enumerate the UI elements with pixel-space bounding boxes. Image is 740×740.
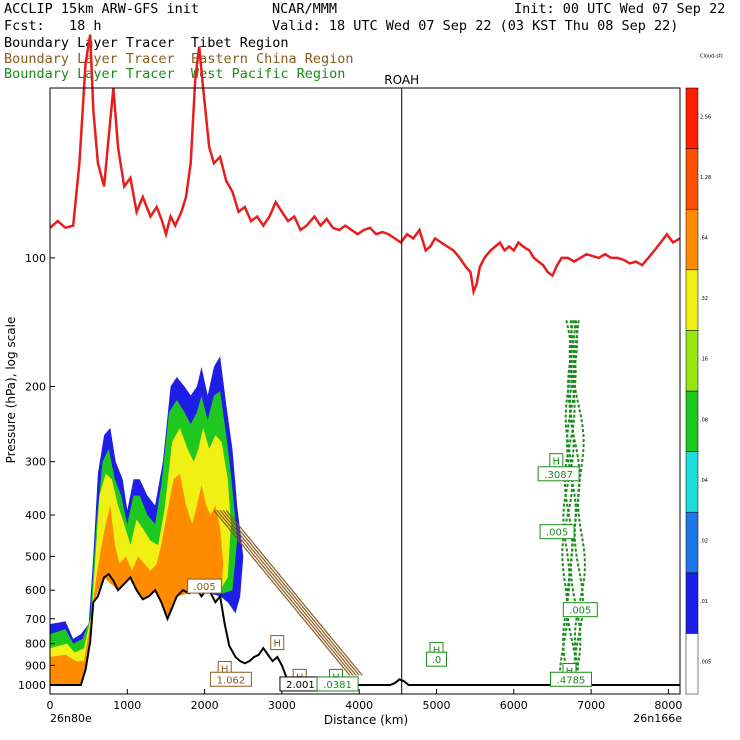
colorbar-swatch	[685, 511, 699, 574]
x-tick-label: 4000	[345, 699, 373, 712]
org-label: NCAR/MMM	[272, 1, 338, 17]
contour-label: .005	[569, 606, 591, 617]
x-end-label: 26n166e	[633, 712, 682, 725]
colorbar-swatch	[685, 633, 699, 695]
x-tick-label: 6000	[500, 699, 528, 712]
contour-label: .3087	[544, 470, 573, 481]
x-tick-label: 3000	[268, 699, 296, 712]
colorbar-swatch	[685, 330, 699, 392]
colorbar-label: .16	[700, 357, 708, 363]
contour-label: 1.062	[217, 675, 246, 686]
colorbar-swatch	[685, 269, 699, 331]
x-tick-label: 1000	[113, 699, 141, 712]
colorbar: .005 .01 .02 .04 .08 .16 .32 .64 1.28 2.56 Cloud-s…	[685, 54, 723, 695]
contour-brown-0	[213, 509, 351, 676]
init-time: Init: 00 UTC Wed 07 Sep 22	[514, 1, 726, 17]
y-tick-label: 900	[25, 659, 46, 672]
x-axis-title: Distance (km)	[324, 713, 408, 727]
colorbar-swatch	[685, 208, 699, 271]
colorbar-swatch	[685, 390, 699, 452]
x-tick-label: 2000	[191, 699, 219, 712]
y-tick-label: 200	[25, 380, 46, 393]
contour-label-box	[537, 466, 580, 482]
contour-brown-1	[216, 509, 354, 676]
contour-brown-4	[225, 509, 363, 676]
colorbar-label: 1.28	[700, 175, 711, 181]
contour-labels: .005H1.062HH2.001H.0381H.0H.3087.005.005…	[187, 453, 598, 692]
contour-label: .4785	[557, 675, 586, 686]
contour-label: .0381	[323, 680, 352, 691]
x-tick-label: 0	[47, 699, 54, 712]
colorbar-label: .005	[700, 660, 711, 666]
colorbar-label: .02	[700, 539, 708, 545]
contour-label-box	[209, 671, 252, 687]
legend-eastern-china: Boundary Layer Tracer Eastern China Regi…	[4, 51, 354, 67]
legend-west-pacific: Boundary Layer Tracer West Pacific Regio…	[4, 66, 346, 82]
colorbar-label: .04	[700, 478, 708, 484]
y-axis-title: Pressure (hPa), log scale	[4, 317, 18, 464]
contour-label: H	[433, 645, 441, 656]
x-tick-label: 7000	[577, 699, 605, 712]
contour-label: H	[221, 664, 229, 675]
contour-label: H	[273, 639, 281, 650]
x-tick-label: 8000	[654, 699, 682, 712]
contour-label-box	[562, 602, 598, 618]
colorbar-label: 2.56	[700, 114, 711, 120]
shading-level-3	[50, 473, 224, 685]
contour-label-box	[187, 578, 223, 594]
y-tick-label: 500	[25, 550, 46, 563]
y-tick-label: 400	[25, 509, 46, 522]
tropopause-line	[49, 34, 681, 297]
contour-label-box	[550, 671, 593, 687]
contour-label: .005	[193, 582, 215, 593]
tracer-shading	[50, 356, 244, 685]
contour-label-box	[426, 651, 448, 667]
x-start-label: 26n80e	[50, 712, 92, 725]
colorbar-label: Cloud-sfc	[700, 54, 723, 60]
plot-frame	[49, 87, 681, 695]
y-axis-ticks: 100 200 300 400 500 600 700 800 900 1000	[18, 252, 55, 692]
x-axis-ticks: 0 1000 2000 3000 4000 5000 6000 7000 8000	[47, 689, 682, 712]
forecast-hour: Fcst: 18 h	[4, 18, 102, 34]
shading-level-2	[50, 427, 231, 685]
contour-label: 2.001	[286, 680, 315, 691]
colorbar-swatch	[685, 148, 699, 210]
contour-label-box	[270, 635, 285, 651]
contour-label: .005	[546, 528, 568, 539]
y-tick-label: 800	[25, 638, 46, 651]
colorbar-label: .08	[700, 417, 708, 423]
x-tick-label: 5000	[423, 699, 451, 712]
contour-brown-2	[219, 509, 357, 676]
tracer-contours	[213, 320, 586, 676]
legend-tibet: Boundary Layer Tracer Tibet Region	[4, 35, 289, 51]
valid-time: Valid: 18 UTC Wed 07 Sep 22 (03 KST Thu …	[272, 18, 679, 34]
contour-label: H	[553, 457, 561, 468]
y-tick-label: 300	[25, 456, 46, 469]
y-tick-label: 600	[25, 584, 46, 597]
model-title: ACCLIP 15km ARW-GFS init	[4, 1, 200, 17]
y-tick-label: 700	[25, 613, 46, 626]
y-tick-label: 100	[25, 252, 46, 265]
colorbar-swatch	[685, 451, 699, 513]
contour-brown-3	[222, 509, 360, 676]
y-tick-label: 1000	[18, 679, 46, 692]
contour-label: .0	[432, 655, 442, 666]
roah-marker-label: ROAH	[384, 73, 419, 87]
colorbar-label: .64	[700, 236, 708, 242]
colorbar-swatch	[685, 572, 699, 634]
colorbar-label: .01	[700, 599, 708, 605]
contour-label-box	[539, 524, 575, 540]
contour-label-box	[316, 676, 359, 692]
colorbar-label: .32	[700, 296, 708, 302]
colorbar-swatch	[685, 87, 699, 149]
